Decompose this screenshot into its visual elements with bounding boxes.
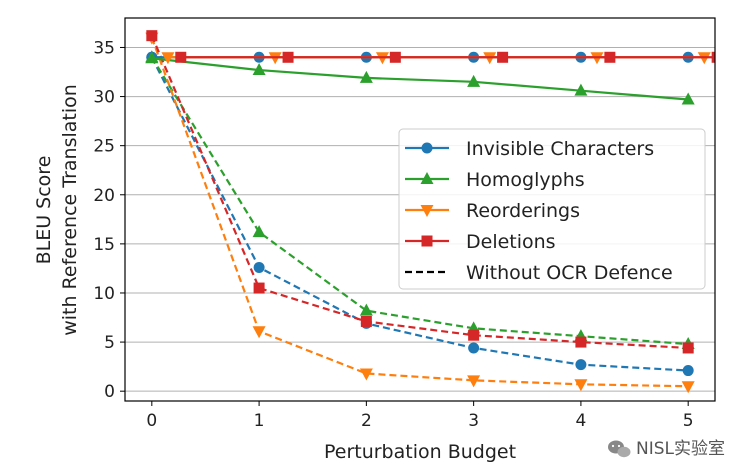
- x-tick-label: 5: [683, 411, 694, 431]
- legend-entry: Without OCR Defence: [405, 262, 673, 284]
- legend-entry: Deletions: [405, 231, 556, 253]
- data-point: [253, 282, 265, 294]
- x-tick-label: 0: [146, 411, 157, 431]
- series-line: [150, 56, 689, 346]
- legend-label: Reorderings: [466, 200, 580, 222]
- series-line: [150, 35, 689, 350]
- y-tick-label: 30: [93, 88, 115, 108]
- x-tick-label: 4: [575, 411, 586, 431]
- series-3: [175, 51, 715, 63]
- x-tick-label: 2: [361, 411, 372, 431]
- data-point: [574, 379, 588, 392]
- x-axis-label: Perturbation Budget: [324, 441, 516, 463]
- data-point: [682, 342, 694, 354]
- legend-box: [398, 128, 706, 290]
- legend-entry: Invisible Characters: [405, 138, 654, 160]
- data-point: [146, 30, 158, 42]
- data-point: [467, 375, 481, 388]
- y-tick-label: 15: [93, 235, 115, 255]
- y-tick-label: 20: [93, 186, 115, 206]
- plot-frame: [124, 17, 716, 402]
- series-layer: [145, 30, 715, 394]
- y-tick-label: 10: [93, 284, 115, 304]
- series-line: [150, 56, 689, 372]
- watermark-text: NISL实验室: [636, 439, 725, 459]
- y-axis-label-line-1: BLEU Score: [33, 156, 55, 265]
- data-point: [161, 52, 175, 65]
- data-point: [175, 51, 187, 63]
- data-point: [252, 63, 266, 76]
- data-point: [359, 368, 373, 381]
- data-point: [252, 326, 266, 339]
- y-tick-label: 0: [104, 382, 115, 402]
- x-tick-label: 3: [468, 411, 479, 431]
- series-line: [151, 57, 689, 101]
- legend: Invisible Characters Homoglyphs Reordering…: [398, 128, 706, 290]
- legend-label: Deletions: [466, 231, 556, 253]
- legend-marker: [420, 172, 434, 184]
- y-tick-label: 35: [93, 38, 115, 58]
- axis-ticks: 0 5 10 15 20 25 30 35 0 1 2 3 4 5: [93, 38, 693, 431]
- series-7: [146, 30, 694, 354]
- data-point: [360, 315, 372, 327]
- legend-label: Invisible Characters: [466, 138, 654, 160]
- data-point: [682, 365, 694, 377]
- data-point: [252, 225, 266, 238]
- data-point: [575, 359, 587, 371]
- data-point: [359, 303, 373, 316]
- legend-marker: [421, 235, 433, 247]
- data-point: [575, 336, 587, 348]
- series-1: [145, 51, 695, 105]
- data-point: [253, 261, 265, 273]
- data-point: [282, 51, 294, 63]
- data-point: [389, 51, 401, 63]
- data-point: [681, 381, 695, 394]
- data-point: [604, 51, 616, 63]
- series-line: [150, 37, 689, 388]
- legend-label: Without OCR Defence: [466, 262, 673, 284]
- legend-marker: [421, 142, 433, 154]
- legend-marker: [420, 205, 434, 217]
- legend-label: Homoglyphs: [466, 169, 585, 191]
- data-point: [468, 342, 480, 354]
- data-point: [145, 51, 159, 64]
- data-point: [468, 329, 480, 341]
- data-point: [359, 70, 373, 83]
- wechat-icon: [608, 440, 631, 458]
- y-axis-label-line-2: with Reference Translation: [59, 84, 81, 336]
- x-tick-label: 1: [254, 411, 265, 431]
- watermark: NISL实验室: [608, 439, 725, 459]
- data-point: [711, 51, 715, 63]
- data-point: [467, 74, 481, 87]
- y-tick-label: 5: [104, 333, 115, 353]
- y-tick-label: 25: [93, 137, 115, 157]
- legend-entry: Homoglyphs: [405, 169, 585, 191]
- data-point: [574, 83, 588, 96]
- data-point: [681, 92, 695, 105]
- data-point: [497, 51, 509, 63]
- legend-entry: Reorderings: [405, 200, 580, 222]
